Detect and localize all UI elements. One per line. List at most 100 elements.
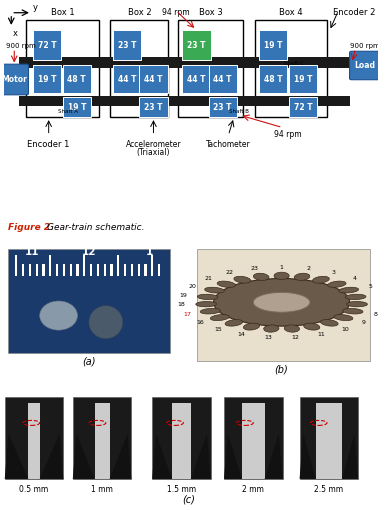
Text: 2 mm: 2 mm (242, 485, 264, 494)
Bar (158, 264, 160, 276)
Bar (117, 255, 119, 276)
Text: 17: 17 (183, 311, 191, 317)
Text: 2.5 mm: 2.5 mm (314, 485, 344, 494)
Text: Tachometer: Tachometer (206, 140, 251, 149)
Ellipse shape (334, 315, 353, 321)
Text: 20: 20 (189, 284, 197, 289)
Bar (152, 397, 211, 479)
Bar (113, 31, 141, 60)
Ellipse shape (304, 323, 320, 330)
Text: 44 T: 44 T (118, 75, 136, 84)
Text: x: x (13, 29, 18, 38)
Bar (209, 65, 237, 93)
Bar (110, 20, 169, 117)
Ellipse shape (89, 306, 123, 339)
Ellipse shape (253, 273, 269, 280)
Ellipse shape (328, 281, 346, 288)
Text: 44 T: 44 T (187, 75, 206, 84)
Text: 11: 11 (318, 332, 325, 337)
Text: 19 T: 19 T (264, 40, 282, 49)
Text: 94 rpm: 94 rpm (274, 130, 302, 139)
Polygon shape (342, 433, 358, 479)
Bar (73, 397, 132, 479)
Text: Box 1: Box 1 (51, 8, 74, 17)
Ellipse shape (339, 287, 359, 293)
Text: 19: 19 (180, 293, 187, 298)
Text: 1 mm: 1 mm (91, 485, 113, 494)
Text: 0.5 mm: 0.5 mm (19, 485, 49, 494)
Text: 16: 16 (196, 320, 204, 325)
Bar (139, 97, 167, 117)
Text: Box 3: Box 3 (199, 8, 222, 17)
Text: Motor: Motor (1, 75, 27, 84)
Text: (c): (c) (183, 495, 195, 505)
Bar (22, 264, 24, 276)
Bar (172, 403, 191, 479)
Text: Encoder 1: Encoder 1 (28, 140, 70, 149)
Text: 1: 1 (146, 248, 153, 257)
Text: 9: 9 (361, 320, 366, 325)
Ellipse shape (204, 287, 225, 293)
Text: 12: 12 (82, 248, 96, 257)
Bar (29, 264, 31, 276)
Ellipse shape (196, 302, 217, 307)
Bar (124, 264, 126, 276)
Bar (110, 264, 113, 276)
Text: Gear-train schematic.: Gear-train schematic. (47, 223, 144, 232)
Ellipse shape (225, 320, 243, 326)
Bar (90, 264, 92, 276)
Bar (63, 264, 65, 276)
Text: 72 T: 72 T (294, 103, 313, 112)
Text: 72 T: 72 T (37, 40, 56, 49)
Text: 94 rpm: 94 rpm (162, 8, 190, 18)
Polygon shape (73, 433, 94, 479)
Text: 23 T: 23 T (214, 103, 232, 112)
Text: 23: 23 (251, 266, 259, 271)
Text: 1: 1 (280, 265, 284, 270)
Bar (97, 264, 99, 276)
Bar (259, 65, 287, 93)
Bar (26, 20, 99, 117)
Text: 48 T: 48 T (264, 75, 282, 84)
Text: 19 T: 19 T (294, 75, 312, 84)
Bar (299, 397, 358, 479)
Polygon shape (110, 433, 132, 479)
Bar (33, 31, 61, 60)
Ellipse shape (197, 294, 218, 299)
Bar (139, 65, 167, 93)
Text: 4: 4 (353, 276, 357, 281)
Bar (63, 97, 91, 117)
Text: Load: Load (355, 61, 375, 70)
Bar (70, 264, 72, 276)
Text: 900 rpm: 900 rpm (350, 43, 378, 49)
Text: 11: 11 (25, 248, 39, 257)
Text: 10: 10 (341, 327, 349, 332)
Polygon shape (265, 433, 282, 479)
Bar (183, 65, 211, 93)
Bar (151, 255, 153, 276)
Ellipse shape (217, 281, 235, 288)
Text: 44 T: 44 T (214, 75, 232, 84)
Bar (113, 65, 141, 93)
Ellipse shape (347, 302, 367, 307)
Bar (289, 65, 317, 93)
Bar (83, 255, 85, 276)
Text: 900 rpm: 900 rpm (6, 43, 36, 49)
Bar (36, 264, 38, 276)
Text: y: y (33, 3, 38, 11)
Text: 19 T: 19 T (68, 103, 86, 112)
Circle shape (214, 279, 350, 326)
Text: Box 4: Box 4 (279, 8, 303, 17)
Bar (33, 65, 61, 93)
Text: Shaft C: Shaft C (284, 61, 304, 66)
Text: 18: 18 (178, 302, 186, 307)
Text: 8: 8 (374, 311, 378, 317)
Text: 12: 12 (291, 335, 299, 339)
Bar (94, 403, 110, 479)
Text: 44 T: 44 T (144, 75, 163, 84)
Text: (Triaxial): (Triaxial) (137, 148, 170, 157)
Text: 15: 15 (215, 327, 222, 332)
Ellipse shape (200, 308, 220, 314)
Bar (138, 264, 140, 276)
Circle shape (253, 292, 310, 312)
